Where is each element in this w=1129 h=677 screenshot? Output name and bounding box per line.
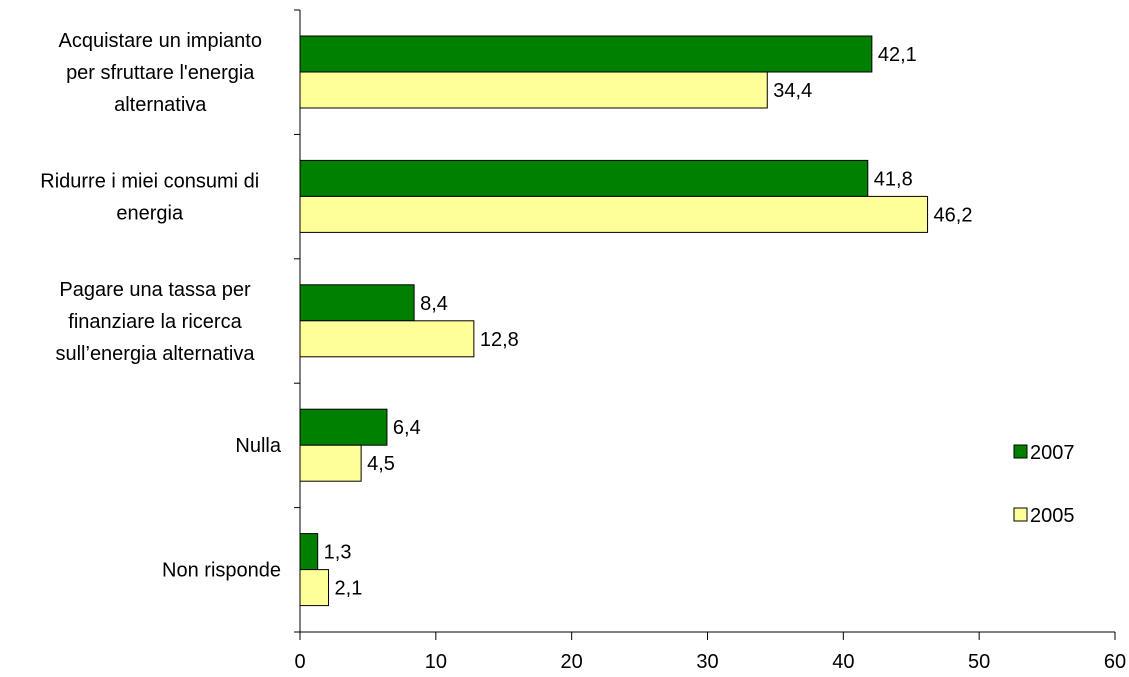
category-labels-group: Acquistare un impianto per sfruttare l'en…: [40, 30, 282, 582]
x-tick-label-30: 30: [696, 651, 718, 673]
data-label-2005-3: 4,5: [367, 453, 395, 475]
x-tick-label-60: 60: [1104, 651, 1126, 673]
bar-2005-4: [299, 569, 330, 607]
data-label-2007-0: 42,1: [878, 44, 917, 66]
bar-2007-2: [299, 284, 415, 322]
bar-2007-3: [299, 408, 388, 446]
x-tick-label-40: 40: [832, 651, 854, 673]
data-label-2005-1: 46,2: [934, 204, 973, 226]
legend: 2007 2005: [1013, 442, 1075, 527]
category-label-3: Nulla: [235, 435, 281, 457]
data-label-2007-3: 6,4: [393, 417, 421, 439]
category-label-4: Non risponde: [162, 560, 281, 582]
x-ticks-group: 0 10 20 30 40 50 60: [294, 9, 1126, 673]
data-label-2005-2: 12,8: [480, 329, 519, 351]
data-label-2005-4: 2,1: [335, 578, 363, 600]
x-tick-label-0: 0: [294, 651, 305, 673]
bar-2005-0: [299, 71, 768, 109]
bar-2007-4: [299, 533, 319, 571]
bars-group: [299, 35, 929, 607]
legend-label-2007: 2007: [1030, 442, 1075, 464]
value-labels-group: 42,1 34,4 41,8 46,2 8,4 12,8 6,4 4,5 1,3 2,1: [324, 44, 973, 600]
bar-2005-2: [299, 320, 475, 358]
x-tick-label-10: 10: [425, 651, 447, 673]
legend-label-2005: 2005: [1030, 505, 1075, 527]
legend-swatch-2005: [1013, 507, 1028, 522]
data-label-2007-2: 8,4: [420, 293, 448, 315]
x-tick-label-50: 50: [968, 651, 990, 673]
x-tick-label-20: 20: [561, 651, 583, 673]
category-label-1: Ridurre i miei consumi di energia: [40, 170, 259, 224]
data-label-2007-1: 41,8: [874, 168, 913, 190]
bar-2007-0: [299, 35, 873, 73]
bar-2005-3: [299, 444, 362, 482]
bar-2005-1: [299, 195, 929, 233]
data-label-2005-0: 34,4: [773, 80, 812, 102]
category-label-2: Pagare una tassa per finanziare la ricerc…: [55, 279, 255, 365]
legend-swatch-2007: [1013, 444, 1028, 459]
bar-2007-1: [299, 159, 869, 197]
data-label-2007-4: 1,3: [324, 542, 352, 564]
category-label-0: Acquistare un impianto per sfruttare l'en…: [59, 30, 262, 116]
